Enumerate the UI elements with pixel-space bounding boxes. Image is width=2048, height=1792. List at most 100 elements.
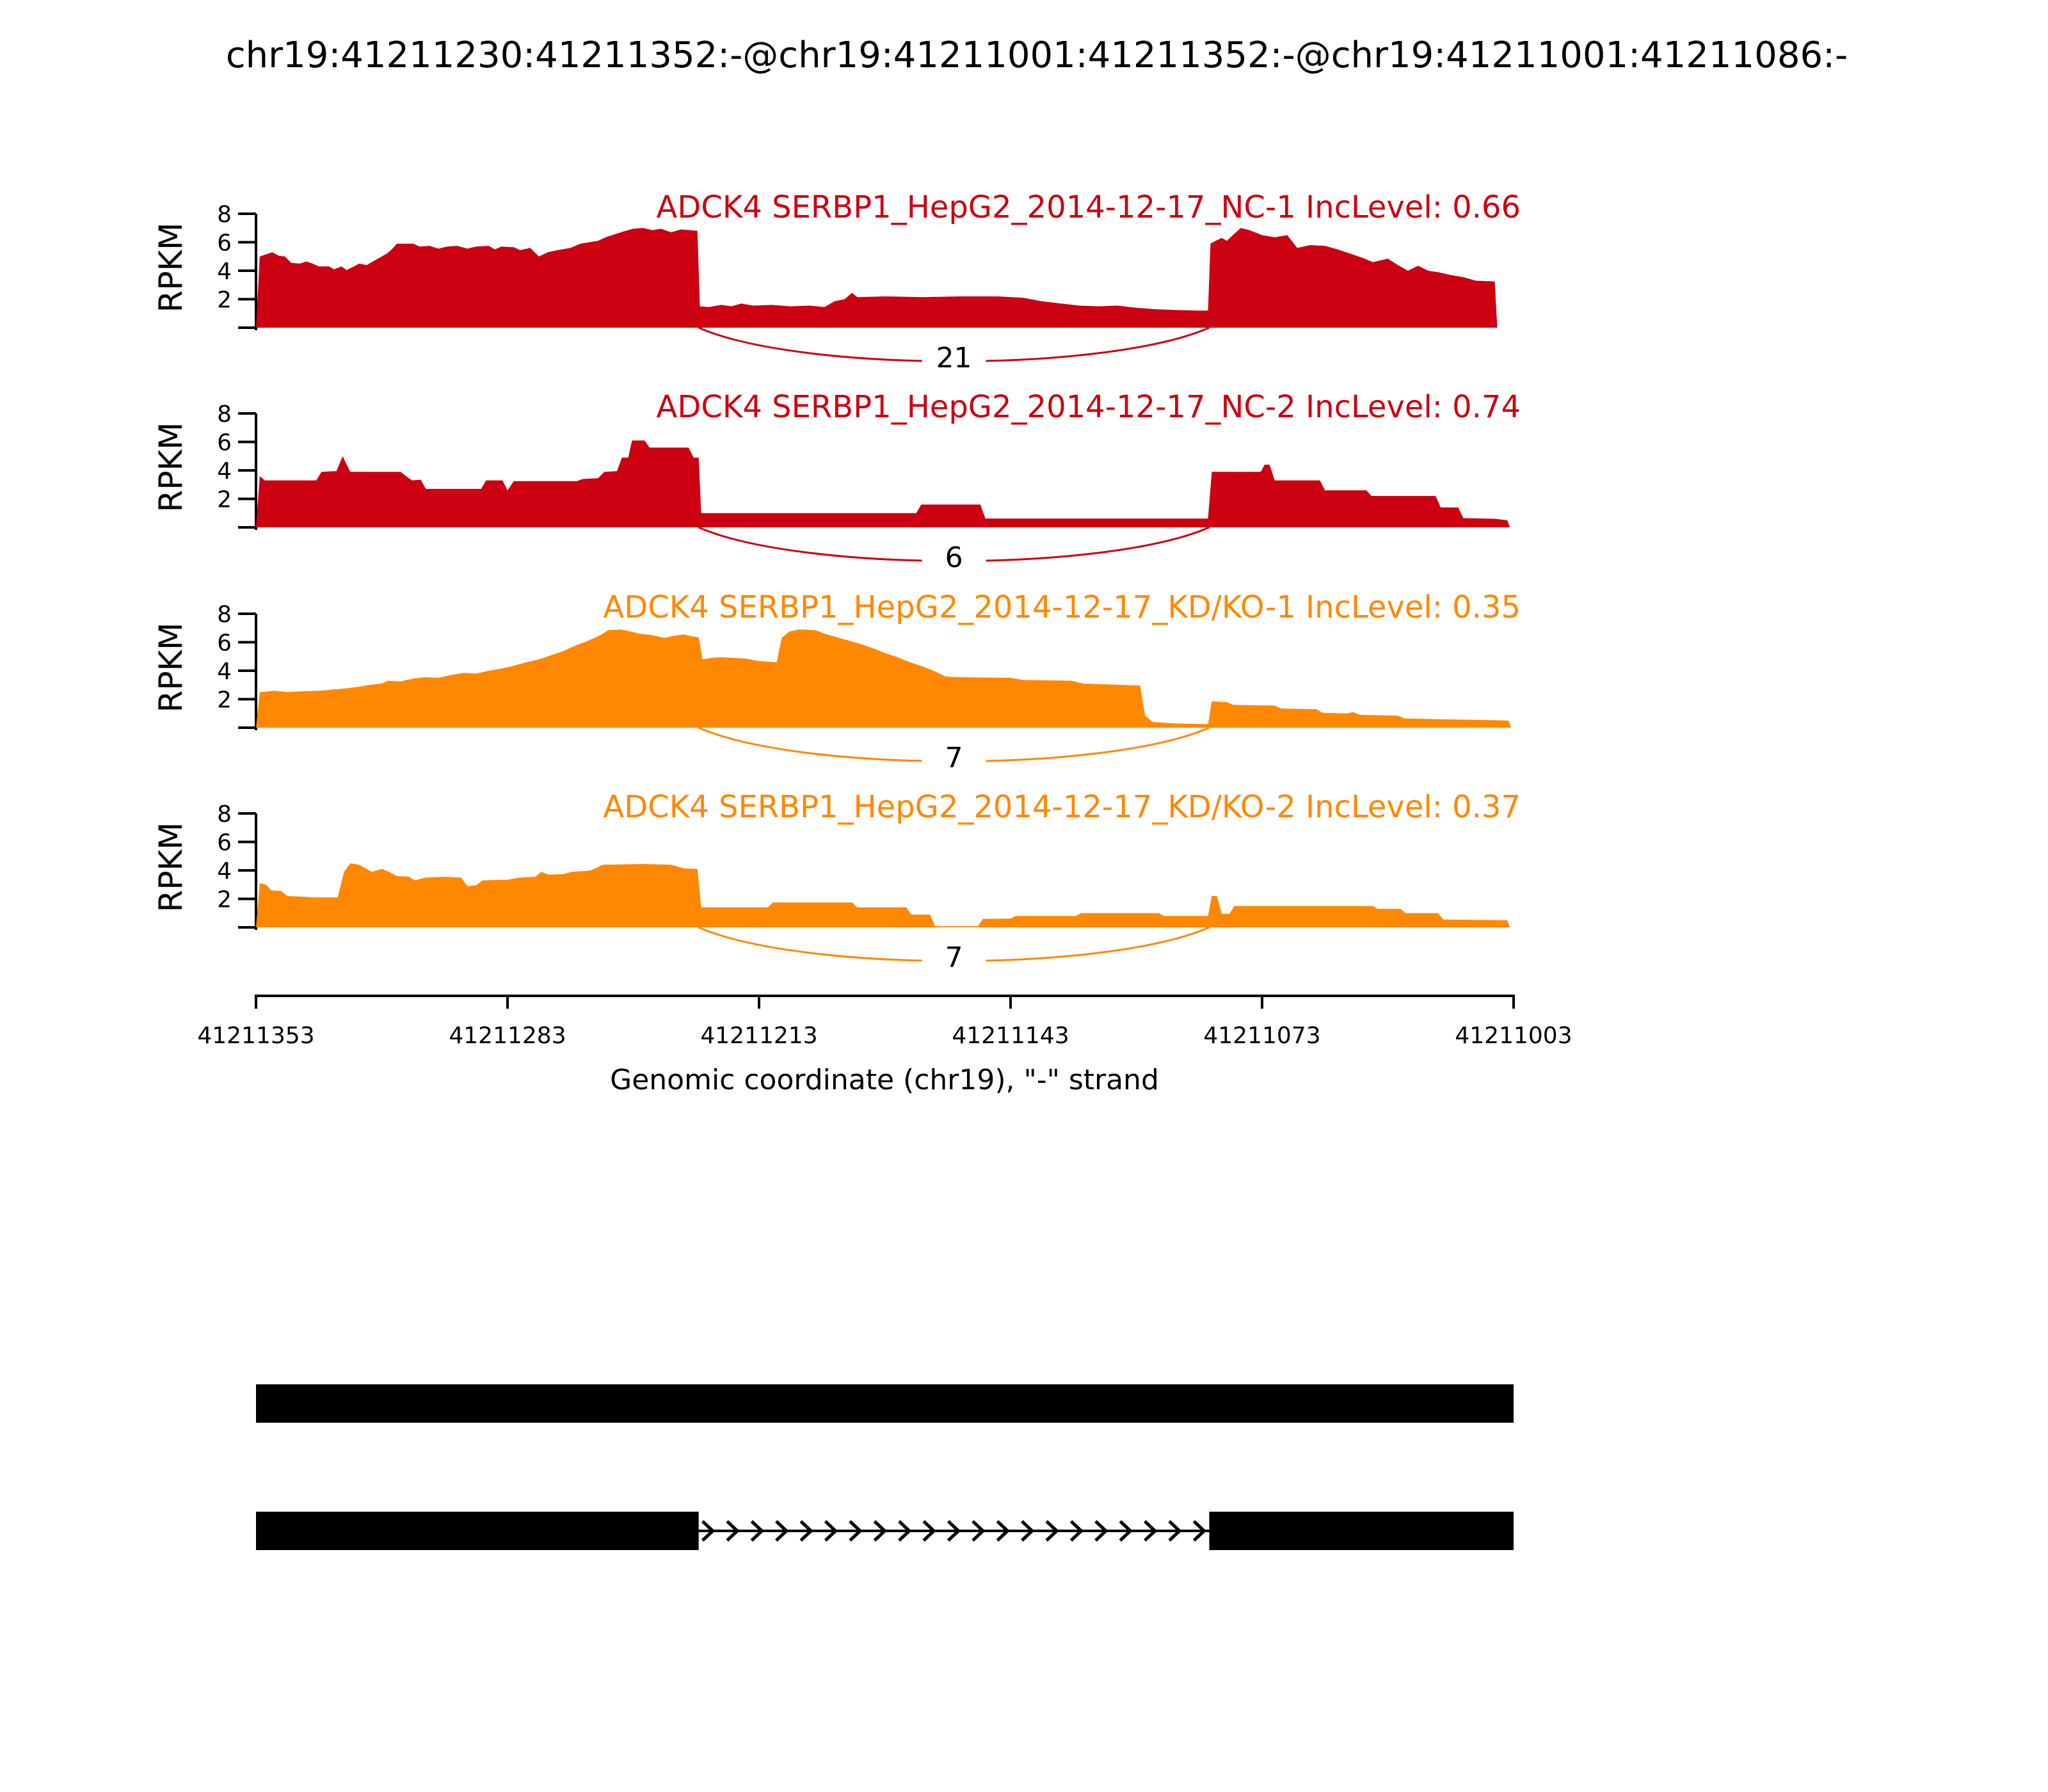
y-tick-label: 6 (217, 430, 232, 456)
y-tick-label: 6 (217, 230, 232, 257)
y-tick (238, 526, 256, 529)
strand-arrow-icon (996, 1520, 1011, 1542)
strand-arrow-icon (873, 1520, 888, 1542)
intron-line (698, 1530, 1210, 1532)
y-tick-label: 4 (217, 458, 232, 484)
strand-arrow-icon (1192, 1520, 1207, 1542)
strand-arrow-icon (750, 1520, 765, 1542)
strand-arrow-icon (1069, 1520, 1084, 1542)
y-tick-label: 4 (217, 259, 232, 285)
y-tick-label: 4 (217, 659, 232, 685)
y-tick (238, 698, 256, 701)
y-tick (238, 469, 256, 472)
y-tick (238, 440, 256, 444)
junction-count-mask (922, 744, 986, 774)
junction-count: 7 (945, 742, 963, 774)
y-tick (238, 497, 256, 500)
y-tick-label: 4 (217, 858, 232, 884)
y-tick-label: 6 (217, 630, 232, 657)
x-tick (506, 996, 509, 1009)
junction-count: 21 (936, 342, 972, 374)
junction-count-mask (922, 544, 986, 573)
x-tick (758, 996, 760, 1009)
strand-arrow-icon (1143, 1520, 1158, 1542)
y-tick (238, 241, 256, 244)
strand-arrow-icon (947, 1520, 961, 1542)
coverage-area (256, 440, 1514, 527)
track-4: 2 468 RPKM 7 ADCK4 SERBP1_HepG2_2014-12-17_K… (152, 789, 1521, 974)
strand-arrow-icon (1045, 1520, 1059, 1542)
x-tick (255, 996, 257, 1009)
x-tick-label: 41211003 (1455, 1023, 1572, 1049)
x-axis-title: Genomic coordinate (chr19), "-" strand (610, 1064, 1159, 1096)
y-axis-title: RPKM (152, 623, 189, 713)
track-label: ADCK4 SERBP1_HepG2_2014-12-17_NC-2 IncLe… (657, 389, 1521, 425)
exon-block (256, 1512, 699, 1550)
exon-block (256, 1384, 1514, 1423)
y-tick-label: 6 (217, 830, 232, 856)
coverage-area (256, 228, 1514, 328)
y-tick (238, 326, 256, 329)
x-tick (1261, 996, 1263, 1009)
y-axis-title: RPKM (152, 422, 189, 513)
y-tick-label: 2 (217, 687, 232, 714)
y-axis-title: RPKM (152, 822, 189, 913)
exon-block (1209, 1512, 1514, 1550)
y-tick (238, 897, 256, 900)
coverage-area (256, 863, 1514, 927)
isoform-skipping (256, 1512, 1514, 1550)
strand-arrow-icon (1119, 1520, 1133, 1542)
y-tick (238, 269, 256, 272)
y-tick (238, 726, 256, 729)
y-tick-label: 8 (217, 801, 232, 828)
y-tick (238, 869, 256, 872)
y-tick-label: 2 (217, 887, 232, 913)
strand-arrow-icon (898, 1520, 912, 1542)
figure-title: chr19:41211230:41211352:-@chr19:41211001… (226, 35, 1848, 76)
y-tick-label: 8 (217, 202, 232, 228)
strand-arrow-icon (1021, 1520, 1035, 1542)
y-tick (238, 641, 256, 644)
x-axis: 41211353 41211283 41211213 41211143 41211073… (197, 995, 1572, 1096)
junction-count: 7 (945, 941, 963, 974)
junction-count-mask (922, 944, 986, 973)
strand-arrow-icon (701, 1520, 716, 1542)
junction-count-mask (922, 344, 986, 374)
y-tick (238, 612, 256, 615)
y-tick (238, 812, 256, 815)
strand-arrow-icon (726, 1520, 740, 1542)
x-tick-label: 41211283 (449, 1023, 566, 1049)
y-tick (238, 926, 256, 929)
track-label: ADCK4 SERBP1_HepG2_2014-12-17_KD/KO-2 In… (603, 789, 1521, 825)
strand-arrow-icon (1168, 1520, 1182, 1542)
y-axis-title: RPKM (152, 223, 189, 313)
junction-count: 6 (945, 541, 963, 574)
transcript-structures (256, 1384, 1514, 1550)
x-tick-label: 41211213 (700, 1023, 817, 1049)
x-tick-label: 41211353 (197, 1023, 314, 1049)
y-tick-label: 2 (217, 287, 232, 314)
x-tick (1009, 996, 1012, 1009)
isoform-inclusion (256, 1384, 1514, 1423)
y-tick (238, 212, 256, 215)
y-tick-label: 8 (217, 602, 232, 628)
strand-arrow-icon (799, 1520, 813, 1542)
y-tick (238, 412, 256, 415)
strand-arrow-icon (1094, 1520, 1108, 1542)
strand-arrow-icon (922, 1520, 936, 1542)
strand-arrow-icon (849, 1520, 863, 1542)
x-tick (1512, 996, 1515, 1009)
y-tick-label: 2 (217, 487, 232, 513)
x-tick-label: 41211143 (952, 1023, 1069, 1049)
y-tick (238, 840, 256, 844)
x-axis-line (255, 995, 1515, 997)
track-label: ADCK4 SERBP1_HepG2_2014-12-17_KD/KO-1 In… (603, 589, 1521, 625)
y-tick-label: 8 (217, 401, 232, 428)
x-tick-label: 41211073 (1203, 1023, 1320, 1049)
